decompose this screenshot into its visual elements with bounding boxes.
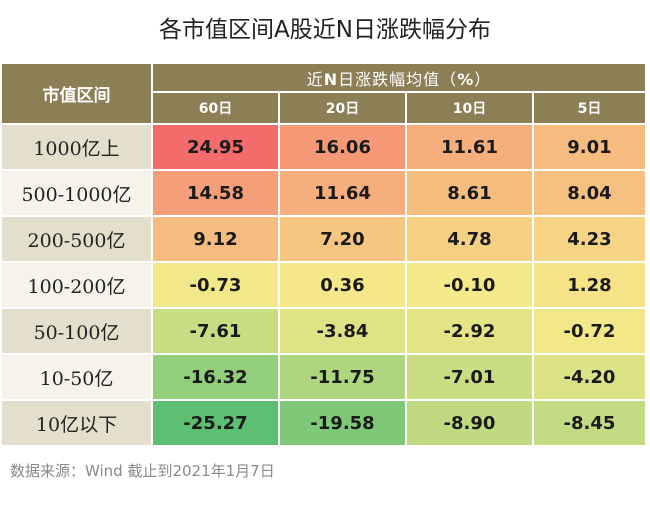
column-header: 5日 bbox=[534, 93, 647, 125]
group-unit: % bbox=[457, 69, 475, 89]
heatmap-cell: -8.90 bbox=[407, 401, 534, 447]
heatmap-cell: -0.73 bbox=[153, 263, 280, 309]
column-header-row: 60日 20日 10日 5日 bbox=[2, 93, 647, 125]
table-row: 1000亿上 24.95 16.06 11.61 9.01 bbox=[2, 125, 647, 171]
group-suffix: 日涨跌幅均值（ bbox=[338, 69, 458, 89]
group-close: ） bbox=[474, 69, 492, 89]
column-header: 10日 bbox=[407, 93, 534, 125]
heatmap-cell: -0.10 bbox=[407, 263, 534, 309]
heatmap-cell: 8.04 bbox=[534, 171, 647, 217]
table-row: 100-200亿 -0.73 0.36 -0.10 1.28 bbox=[2, 263, 647, 309]
heatmap-cell: -4.20 bbox=[534, 355, 647, 401]
row-label: 10-50亿 bbox=[2, 355, 153, 401]
heatmap-cell: 1.28 bbox=[534, 263, 647, 309]
row-label: 10亿以下 bbox=[2, 401, 153, 447]
heatmap-cell: -25.27 bbox=[153, 401, 280, 447]
heatmap-cell: 11.64 bbox=[280, 171, 407, 217]
row-label: 50-100亿 bbox=[2, 309, 153, 355]
heatmap-cell: 8.61 bbox=[407, 171, 534, 217]
heatmap-cell: -2.92 bbox=[407, 309, 534, 355]
table-row: 10-50亿 -16.32 -11.75 -7.01 -4.20 bbox=[2, 355, 647, 401]
heatmap-cell: 4.78 bbox=[407, 217, 534, 263]
heatmap-cell: 0.36 bbox=[280, 263, 407, 309]
row-header-label: 市值区间 bbox=[2, 64, 153, 125]
group-n: N bbox=[323, 69, 339, 89]
table-row: 500-1000亿 14.58 11.64 8.61 8.04 bbox=[2, 171, 647, 217]
table-row: 50-100亿 -7.61 -3.84 -2.92 -0.72 bbox=[2, 309, 647, 355]
source-note: 数据来源：Wind 截止到2021年1月7日 bbox=[10, 462, 275, 480]
heatmap-cell: -11.75 bbox=[280, 355, 407, 401]
heatmap-cell: -16.32 bbox=[153, 355, 280, 401]
chart-title: 各市值区间A股近N日涨跌幅分布 bbox=[159, 17, 491, 43]
heatmap-cell: -7.01 bbox=[407, 355, 534, 401]
row-label: 200-500亿 bbox=[2, 217, 153, 263]
heatmap-cell: 4.23 bbox=[534, 217, 647, 263]
heatmap-cell: 24.95 bbox=[153, 125, 280, 171]
row-label: 500-1000亿 bbox=[2, 171, 153, 217]
column-group-header: 近N日涨跌幅均值（%） bbox=[153, 64, 647, 93]
heatmap-table: 市值区间 近N日涨跌幅均值（%） 60日 20日 10日 5日 1000亿上 24.95… bbox=[2, 64, 647, 447]
row-label: 100-200亿 bbox=[2, 263, 153, 309]
table-row: 200-500亿 9.12 7.20 4.78 4.23 bbox=[2, 217, 647, 263]
group-prefix: 近 bbox=[306, 69, 324, 89]
heatmap-cell: 16.06 bbox=[280, 125, 407, 171]
heatmap-cell: 9.12 bbox=[153, 217, 280, 263]
row-label: 1000亿上 bbox=[2, 125, 153, 171]
heatmap-body: 1000亿上 24.95 16.06 11.61 9.01 500-1000亿 14.58 1… bbox=[2, 125, 647, 447]
heatmap-cell: 14.58 bbox=[153, 171, 280, 217]
heatmap-cell: 11.61 bbox=[407, 125, 534, 171]
table-row: 10亿以下 -25.27 -19.58 -8.90 -8.45 bbox=[2, 401, 647, 447]
column-header: 20日 bbox=[280, 93, 407, 125]
heatmap-cell: -19.58 bbox=[280, 401, 407, 447]
heatmap-cell: -3.84 bbox=[280, 309, 407, 355]
heatmap-cell: 9.01 bbox=[534, 125, 647, 171]
heatmap-cell: -0.72 bbox=[534, 309, 647, 355]
heatmap-cell: 7.20 bbox=[280, 217, 407, 263]
heatmap-cell: -7.61 bbox=[153, 309, 280, 355]
heatmap-cell: -8.45 bbox=[534, 401, 647, 447]
column-header: 60日 bbox=[153, 93, 280, 125]
